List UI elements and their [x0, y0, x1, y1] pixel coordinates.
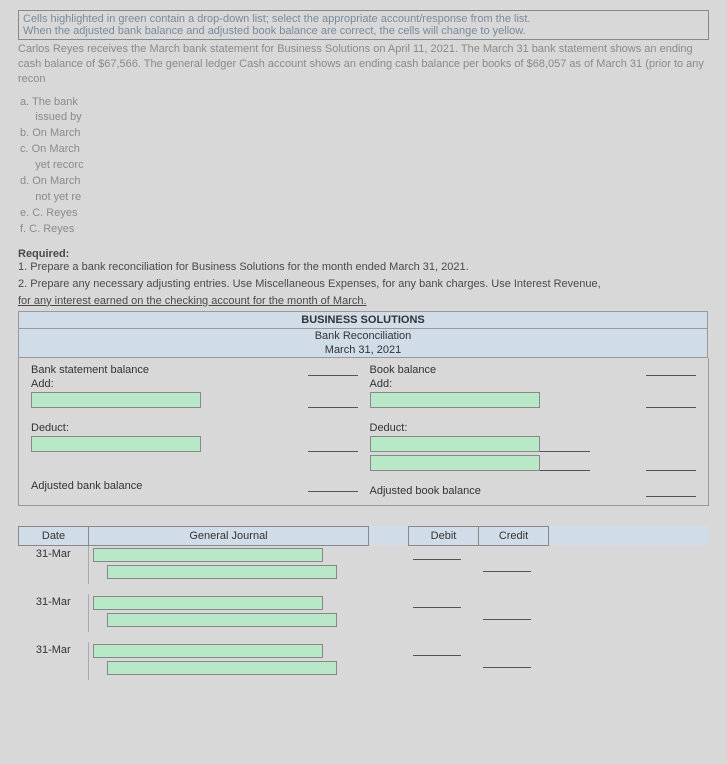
intro-paragraph: Carlos Reyes receives the March bank sta…: [18, 42, 709, 87]
required-heading: Required:: [18, 248, 709, 260]
bank-deduct-label: Deduct:: [31, 422, 358, 434]
book-deduct-label: Deduct:: [370, 422, 697, 434]
bank-stmt-label: Bank statement balance: [31, 364, 149, 376]
journal-table: Date General Journal Debit Credit 31-Mar…: [18, 526, 708, 680]
book-add-label: Add:: [370, 378, 697, 390]
item-a2: issued by: [20, 110, 709, 126]
recon-title: BUSINESS SOLUTIONS: [19, 311, 708, 328]
journal-entry-2-line-1[interactable]: [93, 596, 323, 610]
info-line-2: When the adjusted bank balance and adjus…: [23, 25, 704, 37]
info-line-1: Cells highlighted in green contain a dro…: [23, 13, 704, 25]
journal-credit-1[interactable]: [483, 560, 531, 572]
adj-bank-value-line: [308, 480, 358, 492]
book-deduct-value-2[interactable]: [540, 459, 590, 471]
book-label: Book balance: [370, 364, 437, 376]
adj-book-label: Adjusted book balance: [370, 485, 481, 497]
adj-bank-label: Adjusted bank balance: [31, 480, 142, 492]
recon-subtitle-1: Bank Reconciliation: [19, 328, 708, 343]
bank-deduct-dropdown[interactable]: [31, 436, 201, 452]
bank-stmt-value-line: [308, 364, 358, 376]
journal-header-credit: Credit: [479, 526, 549, 545]
book-deduct-total-line[interactable]: [646, 459, 696, 471]
item-d: d. On March: [20, 174, 709, 190]
reconciliation-table: BUSINESS SOLUTIONS Bank Reconciliation M…: [18, 311, 708, 358]
journal-debit-3[interactable]: [413, 644, 461, 656]
book-value-line: [646, 364, 696, 376]
book-add-value-line[interactable]: [646, 396, 696, 408]
bank-deduct-value-line[interactable]: [308, 440, 358, 452]
journal-entry-2-line-2[interactable]: [107, 613, 337, 627]
book-add-dropdown[interactable]: [370, 392, 540, 408]
item-f: f. C. Reyes: [20, 222, 709, 238]
item-d2: not yet re: [20, 190, 709, 206]
journal-entry-3-line-1[interactable]: [93, 644, 323, 658]
journal-credit-2[interactable]: [483, 608, 531, 620]
journal-credit-3[interactable]: [483, 656, 531, 668]
book-deduct-dropdown-1[interactable]: [370, 436, 540, 452]
required-1: 1. Prepare a bank reconciliation for Bus…: [18, 260, 709, 275]
bank-add-dropdown[interactable]: [31, 392, 201, 408]
bank-side: Bank statement balance Add: Deduct: Adju…: [25, 364, 364, 499]
journal-entry-1-line-1[interactable]: [93, 548, 323, 562]
recon-subtitle-2: March 31, 2021: [19, 343, 708, 358]
journal-header-date: Date: [19, 526, 89, 545]
adj-book-value-line: [646, 485, 696, 497]
required-2: 2. Prepare any necessary adjusting entri…: [18, 277, 709, 292]
journal-debit-2[interactable]: [413, 596, 461, 608]
book-side: Book balance Add: Deduct: Adj: [364, 364, 703, 499]
journal-date-2: 31-Mar: [19, 594, 89, 632]
required-2b: for any interest earned on the checking …: [18, 294, 709, 309]
journal-date-1: 31-Mar: [19, 545, 89, 584]
journal-header-debit: Debit: [409, 526, 479, 545]
recon-body: Bank statement balance Add: Deduct: Adju…: [18, 358, 709, 506]
book-deduct-dropdown-2[interactable]: [370, 455, 540, 471]
journal-entry-3-line-2[interactable]: [107, 661, 337, 675]
journal-debit-1[interactable]: [413, 548, 461, 560]
item-list: a. The bank issued by b. On March c. On …: [20, 95, 709, 238]
journal-header-gj: General Journal: [89, 526, 369, 545]
item-b: b. On March: [20, 126, 709, 142]
item-c2: yet recorc: [20, 158, 709, 174]
bank-add-label: Add:: [31, 378, 358, 390]
item-c: c. On March: [20, 142, 709, 158]
journal-entry-1-line-2[interactable]: [107, 565, 337, 579]
info-box: Cells highlighted in green contain a dro…: [18, 10, 709, 40]
book-deduct-value-1[interactable]: [540, 440, 590, 452]
bank-add-value-line[interactable]: [308, 396, 358, 408]
item-a: a. The bank: [20, 95, 709, 111]
journal-date-3: 31-Mar: [19, 642, 89, 680]
item-e: e. C. Reyes: [20, 206, 709, 222]
